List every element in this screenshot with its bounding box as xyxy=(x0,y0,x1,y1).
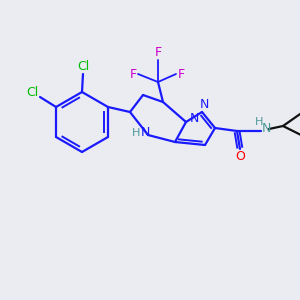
Text: N: N xyxy=(199,98,209,110)
Text: N: N xyxy=(140,127,150,140)
Text: O: O xyxy=(235,151,245,164)
Text: H: H xyxy=(132,128,140,138)
Text: Cl: Cl xyxy=(77,61,89,74)
Text: F: F xyxy=(154,46,162,59)
Text: N: N xyxy=(189,112,199,124)
Text: Cl: Cl xyxy=(26,86,38,100)
Text: F: F xyxy=(177,68,184,80)
Text: N: N xyxy=(261,122,271,136)
Text: H: H xyxy=(255,117,263,127)
Text: F: F xyxy=(129,68,137,80)
